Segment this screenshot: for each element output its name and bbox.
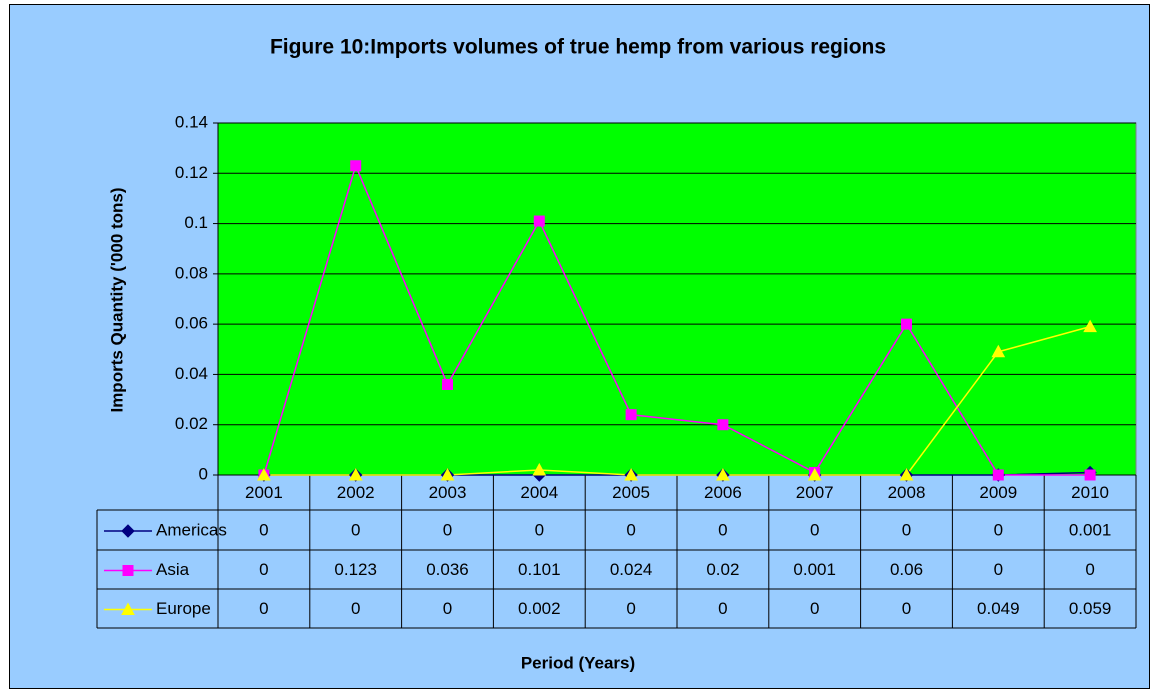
- table-value: 0: [626, 599, 635, 618]
- legend-label: Asia: [156, 560, 190, 579]
- table-value: 0.049: [977, 599, 1020, 618]
- x-tick-label: 2008: [888, 483, 926, 502]
- table-value: 0.002: [518, 599, 561, 618]
- table-value: 0.001: [1069, 520, 1112, 539]
- series-line: [263, 163, 1091, 476]
- marker: [1083, 319, 1097, 333]
- marker: [624, 467, 638, 481]
- marker: [717, 419, 729, 431]
- table-value: 0: [351, 599, 360, 618]
- legend-label: Europe: [156, 599, 211, 618]
- y-tick-label: 0.1: [184, 213, 208, 232]
- marker: [122, 565, 134, 576]
- marker: [899, 467, 914, 481]
- table-value: 0: [259, 560, 268, 579]
- y-tick-label: 0: [199, 464, 208, 483]
- marker: [991, 344, 1006, 358]
- table-value: 0: [994, 520, 1003, 539]
- chart-title: Figure 10:Imports volumes of true hemp f…: [270, 36, 886, 59]
- x-tick-label: 2004: [520, 483, 558, 502]
- table-value: 0.036: [426, 560, 469, 579]
- table-value: 0.02: [706, 560, 739, 579]
- table-value: 0: [443, 599, 452, 618]
- marker: [533, 215, 545, 227]
- table-value: 0.06: [890, 560, 923, 579]
- table-value: 0: [902, 599, 911, 618]
- table-value: 0: [810, 520, 819, 539]
- table-value: 0: [1085, 560, 1094, 579]
- x-tick-label: 2003: [429, 483, 467, 502]
- y-tick-label: 0.02: [175, 414, 208, 433]
- marker: [440, 467, 455, 481]
- x-tick-label: 2007: [796, 483, 834, 502]
- marker: [1084, 469, 1096, 481]
- x-tick-label: 2002: [337, 483, 375, 502]
- table-value: 0: [718, 520, 727, 539]
- table-value: 0: [259, 520, 268, 539]
- table-value: 0.123: [334, 560, 377, 579]
- table-value: 0.101: [518, 560, 561, 579]
- y-tick-label: 0.12: [175, 163, 208, 182]
- x-tick-label: 2005: [612, 483, 650, 502]
- marker: [807, 467, 822, 481]
- marker: [716, 467, 730, 481]
- table-value: 0: [902, 520, 911, 539]
- y-tick-label: 0.08: [175, 263, 208, 282]
- x-tick-label: 2006: [704, 483, 742, 502]
- y-tick-label: 0.14: [175, 112, 208, 131]
- marker: [625, 409, 637, 421]
- table-value: 0.059: [1069, 599, 1112, 618]
- legend-label: Americas: [156, 520, 227, 539]
- table-value: 0.001: [793, 560, 836, 579]
- plot-area: [217, 122, 1137, 476]
- marker: [350, 160, 362, 172]
- y-tick-label: 0.06: [175, 314, 208, 333]
- marker: [348, 467, 363, 481]
- x-axis-label: Period (Years): [521, 653, 635, 672]
- marker: [532, 462, 547, 476]
- y-axis-label: Imports Quantity ('000 tons): [107, 187, 126, 412]
- table-value: 0: [259, 599, 268, 618]
- x-tick-label: 2009: [979, 483, 1017, 502]
- marker: [901, 318, 912, 330]
- table-value: 0: [994, 560, 1003, 579]
- marker: [121, 524, 135, 538]
- table-value: 0: [443, 520, 452, 539]
- table-value: 0.024: [610, 560, 653, 579]
- marker: [442, 378, 453, 390]
- x-tick-label: 2001: [245, 483, 283, 502]
- marker: [257, 467, 271, 481]
- series-line: [263, 325, 1091, 476]
- x-tick-label: 2010: [1071, 483, 1109, 502]
- table-value: 0: [626, 520, 635, 539]
- table-value: 0: [535, 520, 544, 539]
- table-value: 0: [718, 599, 727, 618]
- marker: [121, 602, 135, 615]
- table-value: 0: [351, 520, 360, 539]
- y-tick-label: 0.04: [175, 364, 208, 383]
- table-value: 0: [810, 599, 819, 618]
- marker: [992, 469, 1004, 481]
